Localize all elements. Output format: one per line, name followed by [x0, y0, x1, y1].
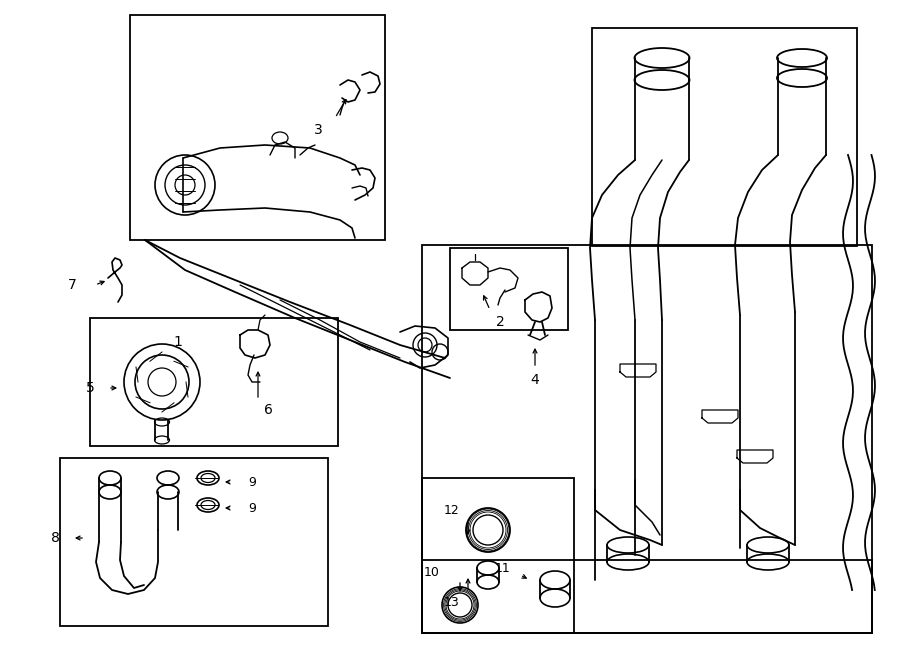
Text: 10: 10	[424, 566, 440, 578]
Bar	[422, 478, 574, 633]
Text: 11: 11	[494, 561, 510, 574]
Text: 12: 12	[444, 504, 460, 516]
Text: 2: 2	[496, 315, 504, 329]
Text: 1: 1	[174, 335, 183, 349]
Bar	[60, 458, 328, 626]
Text: 8: 8	[50, 531, 59, 545]
Text: 6: 6	[264, 403, 273, 417]
Text: 3: 3	[313, 123, 322, 137]
Bar	[592, 28, 857, 246]
Bar	[90, 318, 338, 446]
Bar	[450, 248, 568, 330]
Ellipse shape	[197, 471, 219, 485]
Text: 7: 7	[68, 278, 76, 292]
Text: 4: 4	[531, 373, 539, 387]
Bar	[130, 15, 385, 240]
Bar	[422, 560, 872, 633]
Ellipse shape	[197, 498, 219, 512]
Text: 5: 5	[86, 381, 94, 395]
Bar	[422, 245, 872, 633]
Text: 13: 13	[444, 596, 460, 609]
Text: 9: 9	[248, 502, 256, 514]
Text: 9: 9	[248, 475, 256, 488]
